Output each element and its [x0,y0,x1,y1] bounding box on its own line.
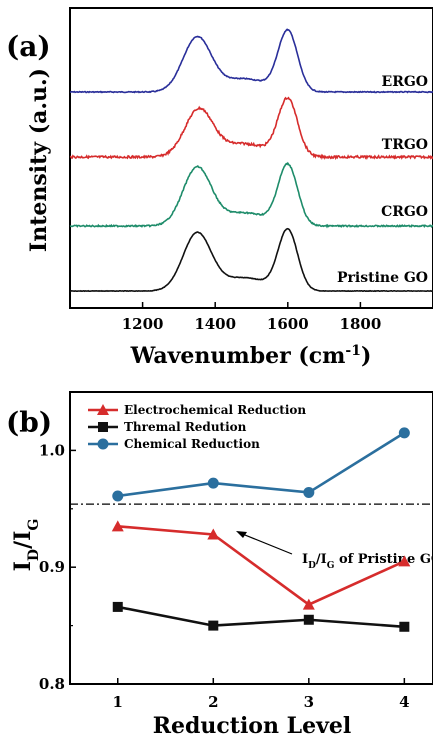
ratio-y-tick-label: 1.0 [39,441,65,459]
data-point-electrochemical-reduction [111,520,124,532]
data-point-chemical-reduction [112,490,124,502]
legend-label: Chemical Reduction [124,437,260,451]
legend-label: Thremal Redution [124,420,247,434]
ratio-panel-label: (b) [6,406,52,439]
reference-arrowhead [236,531,247,538]
ratio-y-axis-label: ID/IG [10,519,42,572]
reference-label: ID/IG of Pristine GO [302,552,433,571]
raman-panel-label: (a) [6,30,51,63]
ratio-y-tick-label: 0.9 [39,558,65,576]
spectrum-label: CRGO [381,204,428,220]
data-point-electrochemical-reduction [207,528,220,540]
data-point-chemical-reduction [398,427,410,439]
raman-spectra: ERGO TRGO CRGO Pristine GO [69,28,433,293]
series-line-thremal-redution [117,605,405,629]
ratio-x-tick-label: 2 [208,693,218,711]
ratio-y-tick-label: 0.8 [39,675,65,693]
legend-marker [97,404,109,415]
spectrum-ergo [69,28,433,94]
data-point-electrochemical-reduction [302,598,315,610]
data-point-thremal-redution [208,620,219,631]
raman-x-tick-label: 1200 [122,315,164,333]
legend-marker [98,422,108,432]
data-point-thremal-redution [399,621,410,632]
raman-panel: (a) Intensity (a.u.) 1200 1400 1600 1800 ER… [6,7,433,369]
legend-label: Electrochemical Reduction [124,403,306,417]
spectrum-label: TRGO [382,137,428,153]
spectrum-crgo [69,161,433,229]
spectrum-label: ERGO [382,74,428,90]
data-point-electrochemical-reduction [398,555,411,567]
ratio-x-tick-label: 4 [399,693,409,711]
spectrum-label: Pristine GO [337,270,428,286]
data-point-chemical-reduction [207,477,219,489]
spectrum-pristine-go [69,227,433,293]
data-point-thremal-redution [112,601,123,612]
raman-x-tick-label: 1800 [340,315,382,333]
ratio-x-tick-label: 1 [113,693,123,711]
raman-y-axis-label: Intensity (a.u.) [26,68,52,252]
ratio-legend: Electrochemical Reduction Thremal Redutio… [88,403,306,451]
ratio-x-tick-label: 3 [304,693,314,711]
ratio-axis-ticks: 1 2 3 4 0.8 0.9 1.0 [39,441,410,711]
legend-marker [97,438,109,450]
spectrum-trgo [69,96,433,161]
ratio-panel: (b) ID/IG 1 2 3 4 0.8 0.9 1.0 ID/IG of Pristin… [6,391,433,739]
data-point-thremal-redution [303,614,314,625]
raman-plot-frame [69,7,433,309]
ratio-plot-frame [69,391,433,685]
reference-arrow [239,532,293,555]
ratio-x-axis-label: Reduction Level [153,713,352,739]
series-line-electrochemical-reduction [117,525,405,607]
raman-x-tick-label: 1600 [267,315,309,333]
raman-x-ticks: 1200 1400 1600 1800 [122,302,382,333]
data-point-chemical-reduction [303,486,315,498]
raman-x-tick-label: 1400 [194,315,236,333]
series-line-chemical-reduction [117,431,406,498]
raman-x-axis-label: Wavenumber (cm-1) [130,343,372,369]
ratio-series [111,427,411,632]
